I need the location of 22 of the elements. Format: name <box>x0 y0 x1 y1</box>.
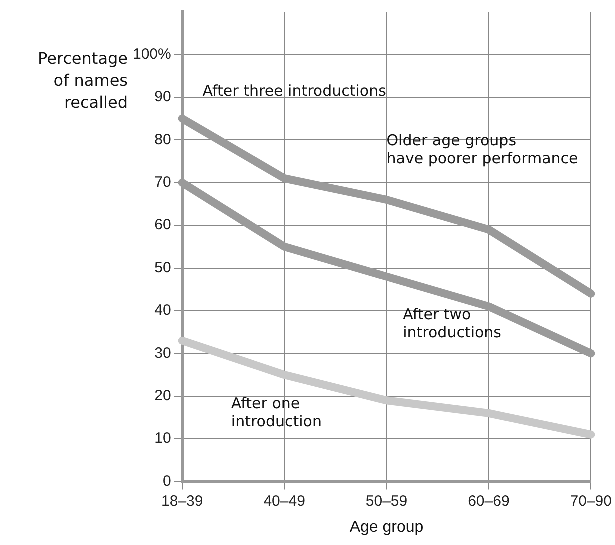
y-axis-title: Percentage of names recalled <box>36 48 128 114</box>
x-tick-label: 50–59 <box>366 492 408 510</box>
y-tick-label: 20 <box>154 388 172 405</box>
y-tick-label: 40 <box>154 302 172 320</box>
x-tick-label: 40–49 <box>264 492 306 510</box>
y-tick-label: 90 <box>154 88 172 106</box>
x-axis-title: Age group <box>350 518 424 536</box>
series-label: After one introduction <box>231 394 322 431</box>
y-tick-label: 0 <box>163 472 172 490</box>
annotation: Older age groups have poorer performance <box>386 132 578 168</box>
y-tick-label: 30 <box>154 344 172 362</box>
y-tick-label: 60 <box>154 216 172 234</box>
x-tick-label: 60–69 <box>468 492 510 510</box>
y-tick-label: 10 <box>154 430 172 448</box>
y-tick-label: 50 <box>154 259 172 276</box>
x-tick-label: 70–90 <box>570 492 612 510</box>
y-tick-label: 70 <box>154 174 172 191</box>
series-label: After two introductions <box>403 305 502 342</box>
y-tick-label: 100% <box>132 46 172 63</box>
y-tick-label: 80 <box>154 131 172 148</box>
x-tick-label: 18–39 <box>162 492 204 510</box>
series-label: After three introductions <box>202 82 387 100</box>
